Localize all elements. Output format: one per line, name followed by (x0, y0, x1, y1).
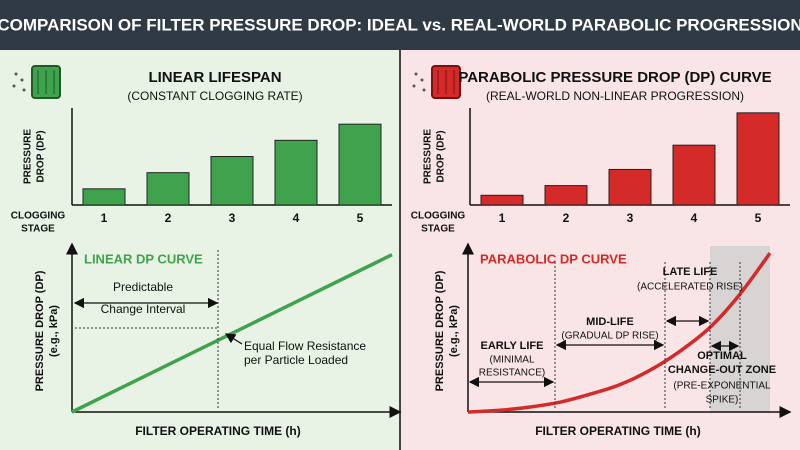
filter-icon-red (412, 65, 461, 99)
header (0, 0, 800, 50)
x-axis-label: FILTER OPERATING TIME (h) (535, 424, 701, 438)
x-tick-label: 1 (101, 211, 108, 225)
annotation: SPIKE) (706, 395, 739, 406)
filter-icon-green (12, 65, 61, 99)
y-axis-label: (e.g., kPa) (48, 305, 60, 357)
annotation: (PRE-EXPONENTIAL (673, 381, 771, 392)
bar (672, 144, 716, 206)
chart-title: LINEAR DP CURVE (84, 251, 203, 266)
bar (480, 194, 524, 206)
annotation: CHANGE-OUT ZONE (668, 364, 776, 376)
y-axis-label: PRESSURE (423, 129, 434, 184)
arrow (224, 333, 243, 345)
x-tick-label: 1 (499, 211, 506, 225)
annotation: RESISTANCE) (479, 368, 546, 379)
y-axis-label: PRESSURE (23, 129, 34, 184)
x-tick-label: 4 (691, 211, 698, 225)
page-title: COMPARISON OF FILTER PRESSURE DROP: IDEA… (0, 15, 800, 34)
chart-title: PARABOLIC DP CURVE (480, 251, 627, 266)
annotation: Predictable (113, 280, 173, 294)
x-tick-label: 5 (357, 211, 364, 225)
bar (338, 123, 382, 206)
bar (146, 172, 190, 206)
x-tick-label: 3 (627, 211, 634, 225)
bar (736, 112, 780, 206)
y-axis-label: (e.g., kPa) (448, 305, 460, 357)
x-tick-label: 2 (563, 211, 570, 225)
x-axis-label: CLOGGING (11, 211, 66, 222)
curve (467, 252, 772, 414)
left-panel (0, 50, 400, 450)
x-tick-label: 2 (165, 211, 172, 225)
annotation: LATE LIFE (663, 266, 718, 278)
x-tick-label: 3 (229, 211, 236, 225)
chart-title: LINEAR LIFESPAN (148, 69, 281, 86)
x-axis-label: STAGE (21, 224, 55, 235)
bar (210, 156, 254, 206)
x-tick-label: 4 (293, 211, 300, 225)
bar (608, 168, 652, 206)
y-axis-label: DROP (DP) (36, 130, 47, 182)
annotation: (GRADUAL DP RISE) (561, 331, 658, 342)
y-axis-label: PRESSURE DROP (DP) (34, 270, 46, 391)
bar (274, 139, 318, 206)
annotation: Equal Flow Resistance (244, 339, 366, 353)
y-axis-label: DROP (DP) (436, 130, 447, 182)
annotation: EARLY LIFE (481, 340, 544, 352)
bar (82, 188, 126, 206)
annotation: per Particle Loaded (244, 353, 348, 367)
y-axis-label: PRESSURE DROP (DP) (434, 270, 446, 391)
x-axis-label: FILTER OPERATING TIME (h) (135, 424, 301, 438)
x-tick-label: 5 (755, 211, 762, 225)
change-out-zone (710, 246, 770, 412)
chart-subtitle: (REAL-WORLD NON-LINEAR PROGRESSION) (486, 89, 744, 103)
annotation: MID-LIFE (586, 316, 634, 328)
x-axis-label: CLOGGING (411, 211, 466, 222)
annotation: (ACCELERATED RISE) (637, 282, 743, 293)
chart-subtitle: (CONSTANT CLOGGING RATE) (127, 89, 302, 103)
chart-title: PARABOLIC PRESSURE DROP (DP) CURVE (458, 69, 771, 86)
annotation: (MINIMAL (490, 355, 535, 366)
bar (544, 185, 588, 206)
annotation: Change Interval (101, 302, 186, 316)
x-axis-label: STAGE (421, 224, 455, 235)
annotation: OPTIMAL (697, 350, 747, 362)
